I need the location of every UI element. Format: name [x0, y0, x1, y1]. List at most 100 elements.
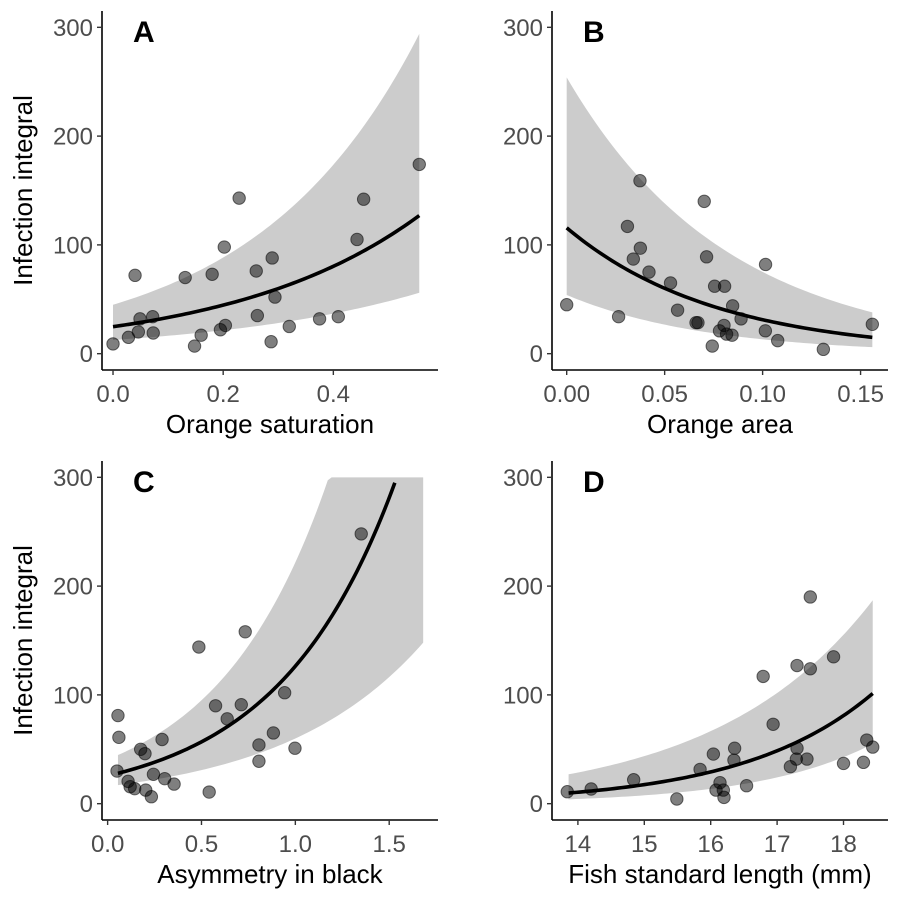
data-point [691, 315, 705, 330]
data-point [138, 746, 152, 761]
x-axis-title: Orange saturation [166, 409, 374, 439]
data-point [866, 740, 880, 754]
x-tick-label: 0.15 [837, 381, 884, 408]
y-tick-label: 300 [503, 15, 543, 42]
y-tick-label: 300 [53, 15, 93, 42]
data-point [670, 792, 684, 806]
x-axis-title: Fish standard length (mm) [568, 859, 871, 889]
y-tick-label: 200 [503, 124, 543, 151]
data-point [699, 250, 714, 264]
data-point [232, 191, 246, 205]
panel-letter: B [583, 16, 605, 49]
data-point [739, 779, 754, 793]
x-tick-label: 0.0 [91, 831, 124, 858]
data-point [144, 790, 159, 804]
data-point [771, 333, 785, 348]
data-point [217, 240, 231, 254]
data-point [106, 337, 120, 351]
data-point [249, 264, 263, 278]
data-point [265, 251, 279, 265]
data-point [642, 265, 656, 279]
data-point [856, 755, 871, 770]
data-point [758, 257, 773, 272]
data-point [705, 339, 719, 353]
data-point [264, 335, 278, 349]
data-point [288, 741, 302, 755]
data-point [803, 590, 818, 604]
y-tick-label: 100 [503, 682, 543, 709]
data-point [727, 741, 742, 755]
data-point [790, 658, 804, 673]
data-point [626, 252, 641, 266]
y-tick-label: 200 [53, 124, 93, 151]
data-point [218, 318, 233, 333]
data-point [234, 697, 248, 712]
data-point [127, 781, 142, 796]
data-point [620, 219, 635, 234]
y-tick-label: 0 [80, 341, 93, 368]
data-point [282, 319, 296, 334]
x-tick-label: 0.5 [185, 831, 218, 858]
panel-letter: A [133, 16, 155, 49]
data-point [131, 325, 146, 339]
y-tick-label: 200 [53, 574, 93, 601]
data-point [412, 157, 426, 172]
y-tick-label: 300 [503, 465, 543, 492]
data-point [816, 342, 831, 357]
panel-d: 0 100 200 300 14 15 16 17 18 D Fish standard lengt… [503, 461, 888, 889]
x-tick-label: 1.0 [279, 831, 312, 858]
data-point [250, 308, 265, 323]
data-point [725, 328, 739, 342]
data-point [331, 309, 345, 324]
y-tick-label: 100 [503, 232, 543, 259]
data-point [354, 527, 368, 541]
data-point [350, 232, 364, 247]
data-point [128, 268, 142, 283]
data-point [205, 267, 219, 281]
data-point [559, 298, 574, 312]
data-point [167, 777, 181, 791]
y-tick-label: 100 [53, 232, 93, 259]
x-axis-title: Asymmetry in black [157, 859, 383, 889]
x-tick-label: 0.00 [543, 381, 590, 408]
x-axis-title: Orange area [647, 409, 794, 439]
panel-letter: D [583, 466, 605, 499]
data-point [670, 303, 685, 317]
data-point [697, 194, 711, 209]
y-tick-label: 200 [503, 574, 543, 601]
data-point [800, 752, 814, 766]
panel-letter: C [133, 466, 155, 499]
x-tick-label: 16 [697, 831, 724, 858]
data-point [192, 640, 206, 654]
data-point [706, 747, 721, 761]
y-tick-label: 100 [53, 682, 93, 709]
data-point [111, 708, 125, 723]
data-point [252, 754, 266, 768]
data-point [312, 312, 327, 326]
fitted-curve [565, 226, 873, 340]
data-point [112, 730, 126, 745]
x-tick-label: 0.4 [317, 381, 350, 408]
data-point [865, 317, 880, 332]
data-point [766, 717, 780, 731]
x-tick-label: 0.10 [739, 381, 786, 408]
data-point [238, 625, 252, 639]
data-point [633, 174, 647, 188]
data-point [836, 756, 851, 771]
data-point [356, 192, 371, 206]
panel-c: 0 100 200 300 0.0 0.5 1.0 1.5 C Asymmetry in blac… [8, 461, 438, 889]
data-point [194, 328, 208, 342]
data-point [758, 324, 773, 338]
x-tick-label: 0.05 [641, 381, 688, 408]
y-axis-title: Infection integral [8, 95, 38, 286]
data-point [611, 309, 626, 324]
data-point [633, 241, 648, 255]
data-point [277, 686, 292, 700]
x-tick-label: 0.2 [206, 381, 239, 408]
fitted-curve [568, 692, 874, 795]
y-tick-label: 0 [530, 791, 543, 818]
data-point [187, 339, 202, 353]
fitted-curve [117, 482, 397, 776]
data-point [717, 279, 732, 293]
x-tick-label: 14 [565, 831, 592, 858]
